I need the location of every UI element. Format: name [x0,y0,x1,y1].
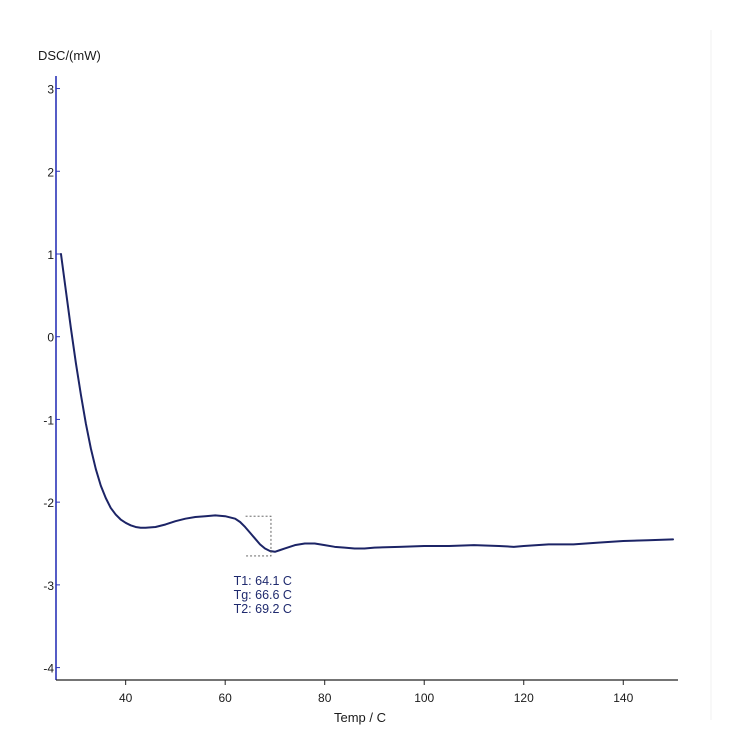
x-tick-label: 120 [514,691,534,705]
tg-construction-box [245,515,272,557]
y-tick-label: 0 [47,331,54,345]
x-tick-label: 60 [219,691,233,705]
y-tick-label: -3 [43,579,54,593]
x-tick-label: 140 [613,691,633,705]
tg-annotation-label-2: Tg: 66.6 C [234,588,292,602]
x-tick-label: 100 [414,691,434,705]
tg-annotation-label-3: T2: 69.2 C [234,602,292,616]
y-tick-label: 3 [47,83,54,97]
y-tick-label: -1 [43,413,54,427]
y-tick-label: 2 [47,165,54,179]
y-axis-label: DSC/(mW) [38,48,101,63]
tg-annotation-label-1: T1: 64.1 C [234,574,292,588]
x-tick-label: 80 [318,691,332,705]
x-axis-label: Temp / C [334,710,386,725]
y-tick-label: -2 [43,496,54,510]
y-tick-label: -4 [43,662,54,676]
dsc-curve-series-1 [59,252,675,553]
y-tick-label: 1 [47,248,54,262]
x-tick-label: 40 [119,691,133,705]
